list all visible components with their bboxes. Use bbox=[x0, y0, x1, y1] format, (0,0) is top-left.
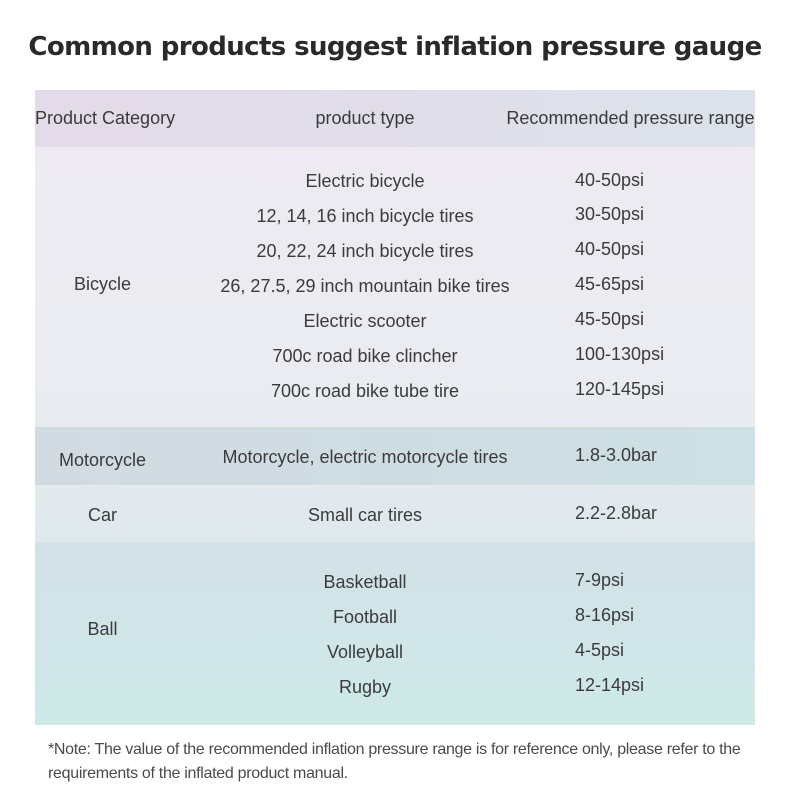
table-row-type: Electric bicycle bbox=[305, 171, 425, 191]
table-row-range: 12-14psi bbox=[575, 675, 645, 695]
table-row-type: Football bbox=[332, 607, 398, 627]
table-row-range: 30-50psi bbox=[575, 204, 645, 224]
category-ball: Ball bbox=[87, 619, 118, 639]
table-row-type: Rugby bbox=[338, 677, 392, 697]
table-row-range: 8-16psi bbox=[575, 605, 635, 625]
ball-band bbox=[35, 542, 755, 725]
table-row-range: 45-65psi bbox=[575, 274, 645, 294]
table-row-type: 700c road bike clincher bbox=[272, 346, 458, 366]
header-category: Product Category bbox=[35, 108, 176, 128]
table-row-range: 40-50psi bbox=[575, 170, 645, 190]
table-row-range: 40-50psi bbox=[575, 239, 645, 259]
table-row-range: 4-5psi bbox=[575, 640, 625, 660]
table-row-range: 7-9psi bbox=[575, 570, 625, 590]
category-bicycle: Bicycle bbox=[73, 274, 131, 294]
table-row-range: 1.8-3.0bar bbox=[575, 445, 658, 465]
category-motorcycle: Motorcycle bbox=[58, 450, 147, 470]
pressure-table: Product Category product type Recommende… bbox=[35, 90, 755, 725]
table-row-type: Motorcycle, electric motorcycle tires bbox=[222, 447, 508, 467]
header-type: product type bbox=[315, 108, 415, 128]
table-row-type: Small car tires bbox=[307, 505, 423, 525]
category-car: Car bbox=[87, 505, 117, 525]
footnote: *Note: The value of the recommended infl… bbox=[48, 741, 741, 782]
motorcycle-band bbox=[35, 427, 755, 485]
table-row-type: 700c road bike tube tire bbox=[270, 381, 460, 401]
table-header bbox=[35, 90, 755, 147]
table-row-type: 26, 27.5, 29 inch mountain bike tires bbox=[220, 276, 510, 296]
header-range: Recommended pressure range bbox=[506, 108, 755, 128]
table-row-type: Basketball bbox=[323, 572, 407, 592]
table-row-range: 120-145psi bbox=[575, 379, 665, 399]
table-row-range: 100-130psi bbox=[575, 344, 665, 364]
page-title: Common products suggest inflation pressu… bbox=[28, 32, 762, 62]
table-row-type: 20, 22, 24 inch bicycle tires bbox=[256, 241, 474, 261]
table-row-type: Volleyball bbox=[326, 642, 404, 662]
table-row-type: Electric scooter bbox=[303, 311, 427, 331]
table-row-range: 45-50psi bbox=[575, 309, 645, 329]
table-row-range: 2.2-2.8bar bbox=[575, 503, 658, 523]
table-row-type: 12, 14, 16 inch bicycle tires bbox=[256, 206, 474, 226]
